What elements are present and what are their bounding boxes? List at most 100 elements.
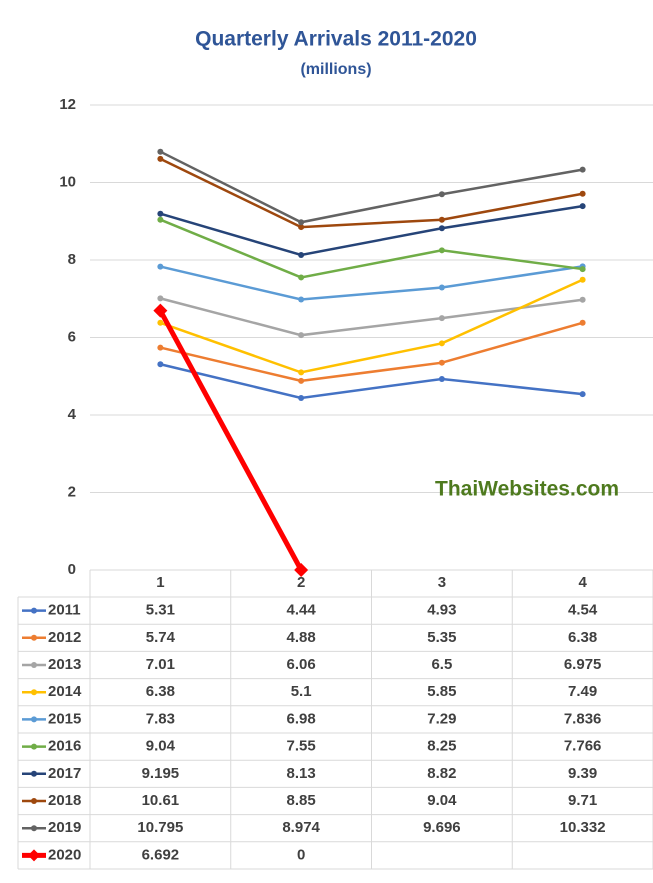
table-value: 6.975: [564, 656, 602, 673]
table-value: 5.85: [427, 683, 456, 700]
x-tick-label: 1: [156, 574, 164, 591]
table-value: 6.38: [146, 683, 175, 700]
chart-title: Quarterly Arrivals 2011-2020: [195, 28, 477, 51]
table-value: 9.04: [146, 738, 176, 755]
marker: [157, 148, 164, 155]
legend-marker: [31, 743, 37, 750]
table-value: 10.332: [560, 819, 606, 836]
marker: [438, 284, 445, 291]
series-line: [159, 278, 584, 374]
table-value: 8.85: [287, 792, 316, 809]
table-value: 4.88: [287, 629, 316, 646]
table-value: 8.974: [282, 819, 320, 836]
series-line: [160, 297, 583, 337]
table-value: 7.836: [564, 710, 602, 727]
y-tick-label: 2: [68, 483, 76, 500]
marker: [298, 377, 305, 384]
legend-label: 2011: [48, 602, 81, 619]
marker: [157, 361, 164, 368]
legend-label: 2016: [48, 738, 81, 755]
marker: [579, 266, 586, 273]
y-tick-label: 6: [68, 328, 76, 345]
table-value: 6.692: [142, 846, 180, 863]
table-value: 5.74: [146, 629, 176, 646]
y-tick-label: 10: [59, 173, 76, 190]
legend-marker: [31, 716, 37, 723]
table-value: 8.82: [427, 765, 456, 782]
marker: [438, 315, 445, 322]
marker: [157, 344, 164, 351]
marker: [438, 359, 445, 366]
table-value: 10.795: [137, 819, 183, 836]
table-value: 7.766: [564, 738, 602, 755]
series-line: [160, 321, 583, 383]
marker: [438, 340, 445, 347]
table-value: 4.54: [568, 602, 598, 619]
legend-label: 2019: [48, 819, 81, 836]
legend-marker: [31, 634, 37, 641]
y-tick-label: 4: [68, 406, 77, 423]
table-value: 10.61: [142, 792, 180, 809]
marker: [157, 263, 164, 270]
table-value: 8.25: [427, 738, 456, 755]
marker: [438, 247, 445, 254]
legend-label: 2013: [48, 656, 81, 673]
marker: [298, 296, 305, 303]
table-value: 6.98: [287, 710, 316, 727]
table-value: 5.35: [427, 629, 456, 646]
marker: [157, 155, 164, 162]
marker: [579, 296, 586, 303]
marker: [579, 190, 586, 197]
table-value: 7.83: [146, 710, 175, 727]
series-line: [159, 218, 583, 279]
table-value: 7.29: [427, 710, 456, 727]
legend-marker: [31, 689, 37, 696]
table-value: 6.06: [287, 656, 316, 673]
marker: [294, 563, 309, 577]
legend-label: 2014: [48, 683, 82, 700]
watermark: ThaiWebsites.com: [435, 478, 619, 501]
marker: [157, 319, 164, 326]
series-line: [159, 157, 583, 229]
legend-marker: [28, 849, 40, 862]
table-value: 4.44: [287, 602, 317, 619]
marker: [153, 303, 168, 318]
x-tick-label: 2: [297, 574, 305, 591]
marker: [298, 394, 305, 401]
legend-marker: [31, 607, 37, 614]
marker: [438, 216, 445, 223]
marker: [579, 276, 586, 283]
table-value: 6.5: [431, 656, 452, 673]
legend-label: 2015: [48, 710, 81, 727]
table-value: 9.195: [142, 765, 180, 782]
marker: [157, 210, 164, 217]
series-line: [158, 309, 304, 572]
series-line: [160, 363, 583, 400]
marker: [298, 251, 305, 258]
marker: [298, 219, 305, 226]
marker: [298, 224, 305, 231]
legend-label: 2020: [48, 846, 81, 863]
table-value: 7.01: [146, 656, 175, 673]
table-value: 9.696: [423, 819, 461, 836]
series-line: [160, 265, 583, 301]
marker: [438, 191, 445, 198]
table-value: 9.39: [568, 765, 597, 782]
marker: [579, 166, 586, 173]
marker: [157, 295, 164, 302]
table-value: 9.04: [427, 792, 457, 809]
marker: [298, 274, 305, 281]
y-tick-label: 12: [59, 96, 76, 113]
legend-label: 2018: [48, 792, 81, 809]
legend-label: 2012: [48, 629, 81, 646]
table-value: 0: [297, 846, 305, 863]
y-tick-label: 8: [68, 251, 76, 268]
legend-marker: [31, 798, 37, 804]
table-value: 7.55: [287, 738, 316, 755]
marker: [438, 375, 445, 382]
series-line: [160, 204, 583, 257]
table-value: 8.13: [287, 765, 316, 782]
legend-label: 2017: [48, 765, 81, 782]
